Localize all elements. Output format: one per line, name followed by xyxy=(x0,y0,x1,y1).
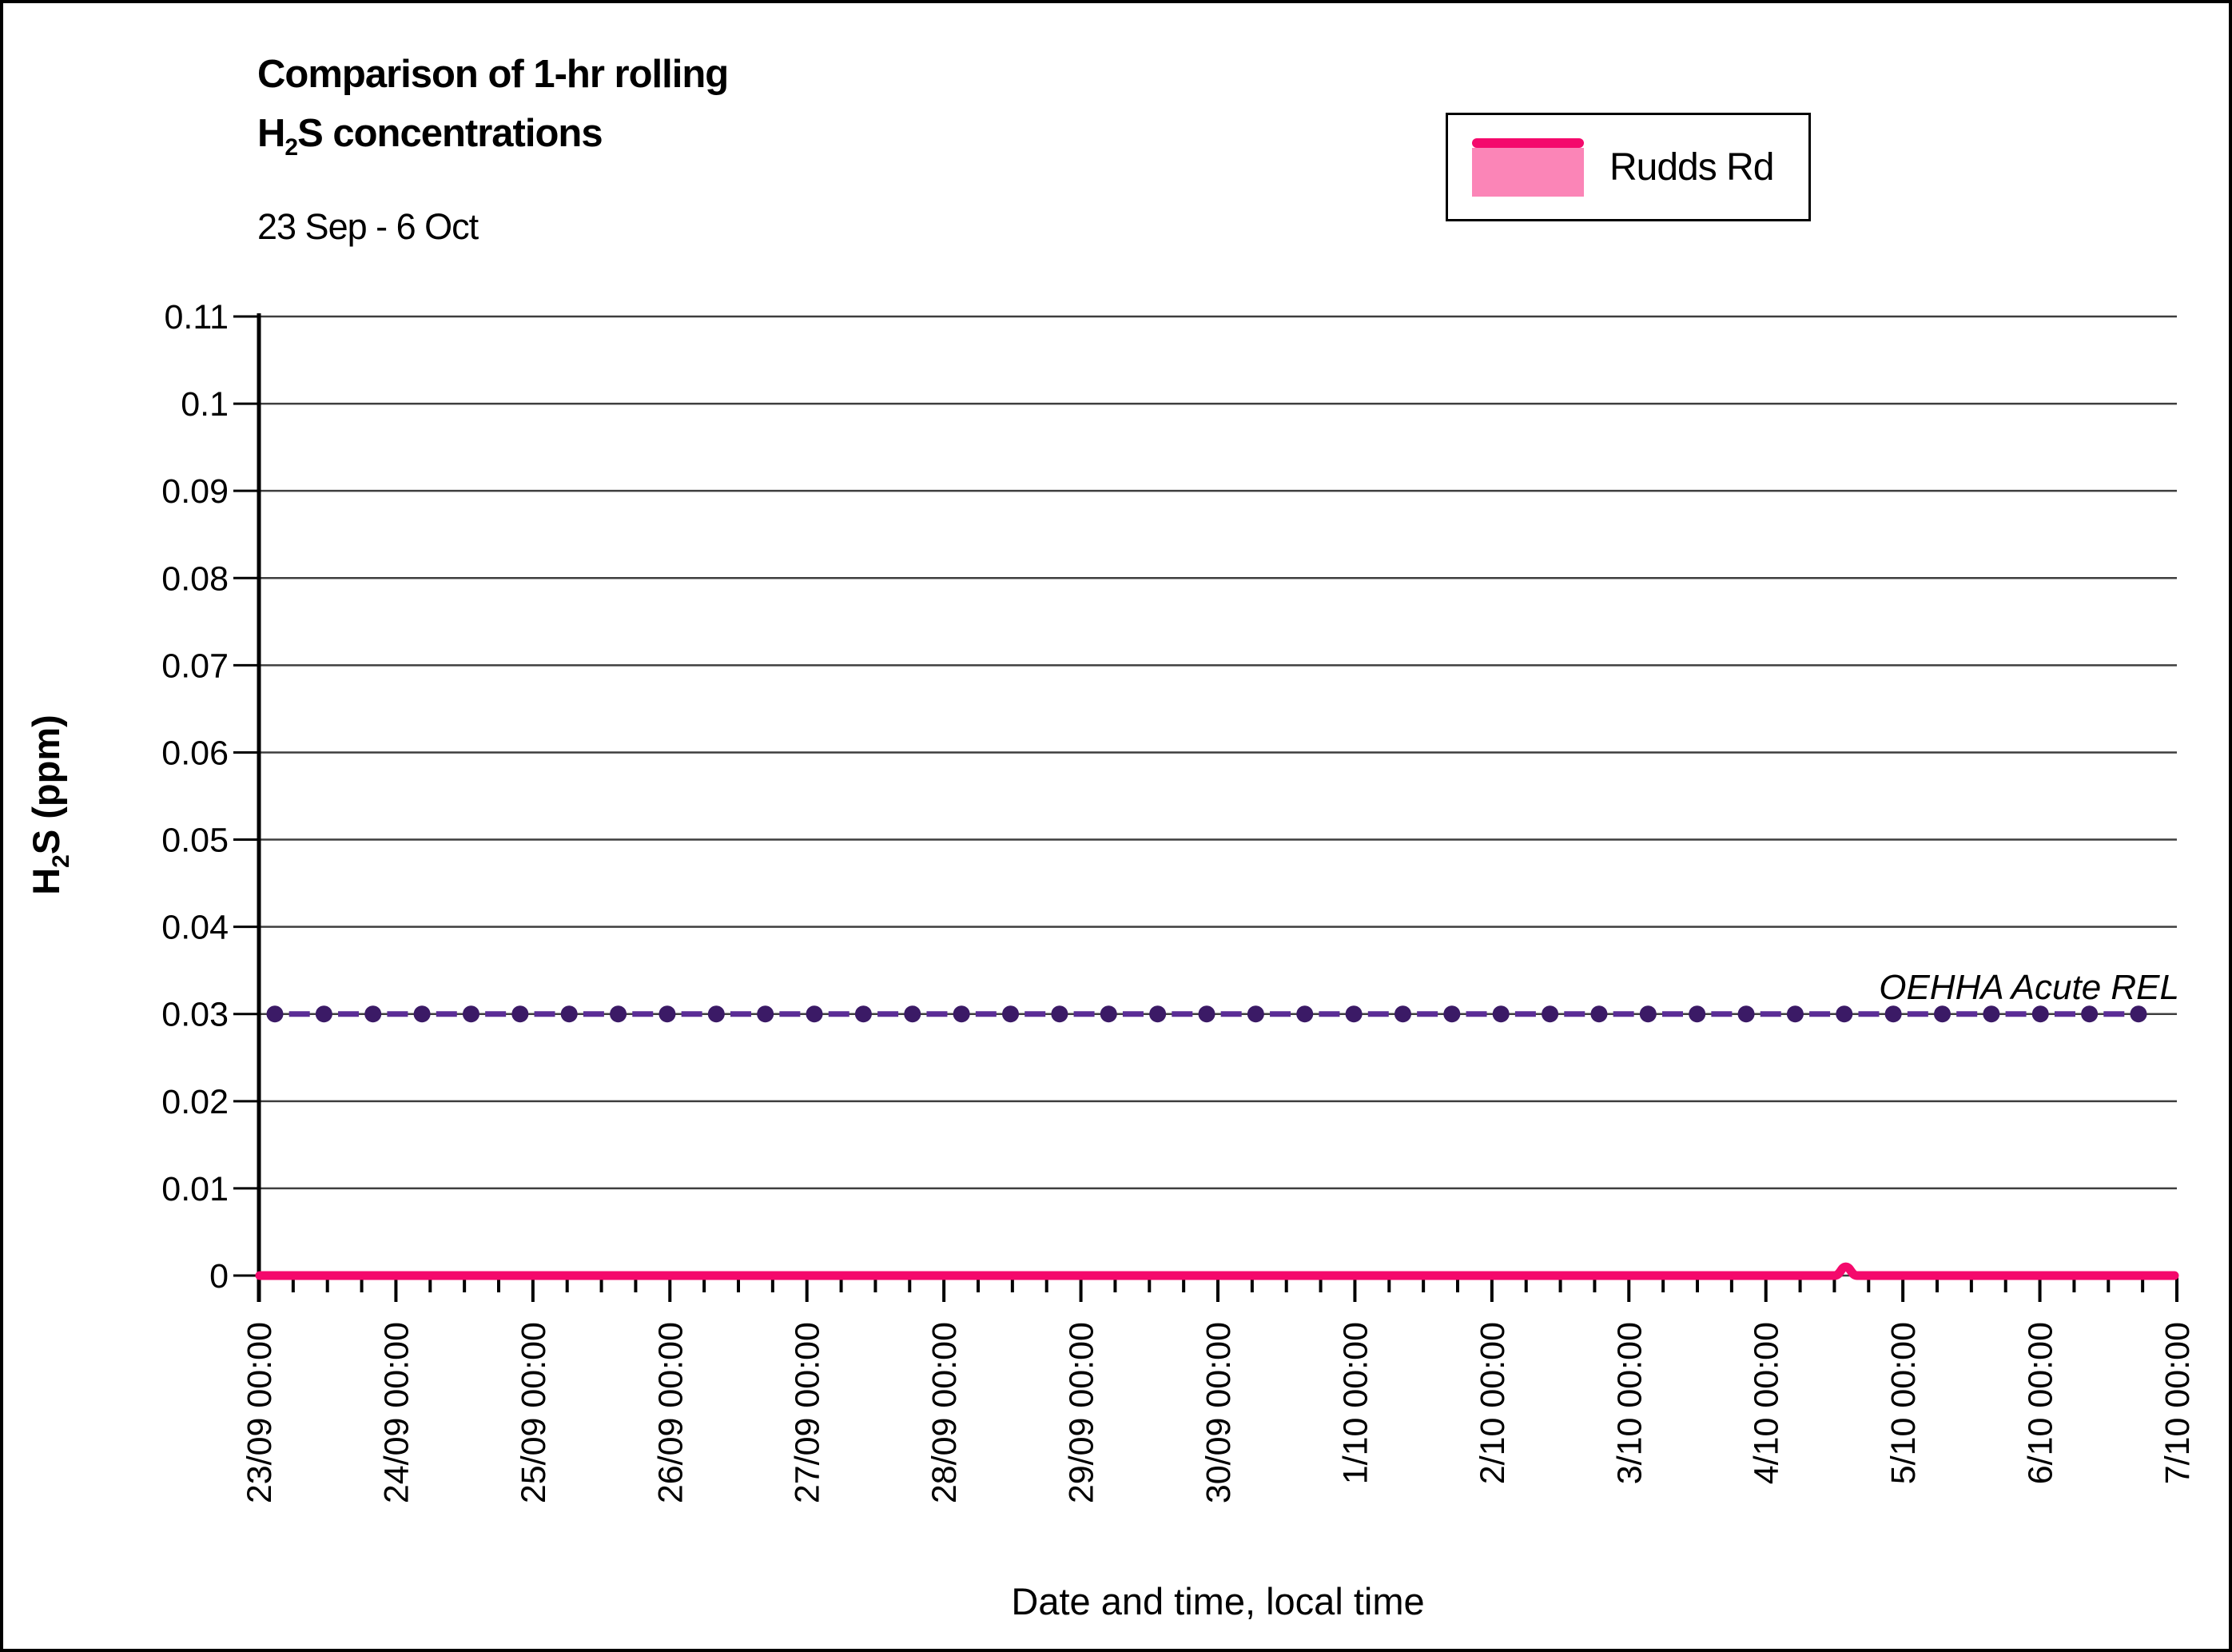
legend: Rudds Rd xyxy=(1446,113,1811,221)
y-tick-label: 0.05 xyxy=(161,822,229,860)
x-tick-label: 3/10 00:00 xyxy=(1610,1322,1649,1484)
y-tick-label: 0.04 xyxy=(161,909,229,947)
plot-area: 0 0.01 0.02 0.03 0.04 0.05 0.06 0.07 0.08 0.09 0.1… xyxy=(25,298,2197,1622)
y-axis-title: H2S (ppm) xyxy=(25,715,74,895)
chart-title-rest: S concentrations xyxy=(297,112,603,155)
legend-line-sample xyxy=(1472,137,1584,148)
x-tick-label: 23/09 00:00 xyxy=(241,1322,279,1503)
chart-title-line1: Comparison of 1-hr rolling xyxy=(257,53,729,96)
x-tick-label: 6/10 00:00 xyxy=(2022,1322,2060,1484)
horizontal-gridlines xyxy=(259,315,2177,1277)
chart-title-line2: H2S concentrations xyxy=(257,104,728,177)
oehha-acute-rel-line xyxy=(266,1005,2147,1023)
x-axis-title: Date and time, local time xyxy=(1011,1580,1424,1622)
x-tick-label: 4/10 00:00 xyxy=(1748,1322,1786,1484)
chart-title-subscript: 2 xyxy=(284,133,298,161)
oehha-acute-rel-label: OEHHA Acute REL xyxy=(1879,968,2179,1007)
y-tick-label: 0.01 xyxy=(161,1170,229,1208)
y-tick-label: 0.07 xyxy=(161,647,229,685)
chart-date-range: 23 Sep - 6 Oct xyxy=(257,205,479,247)
y-tick-label: 0.1 xyxy=(181,385,229,424)
y-tick-label: 0.11 xyxy=(165,298,229,336)
y-axis-tick-labels: 0 0.01 0.02 0.03 0.04 0.05 0.06 0.07 0.08 0.09 0.1… xyxy=(161,298,229,1296)
x-tick-label: 25/09 00:00 xyxy=(515,1322,553,1503)
x-tick-label: 27/09 00:00 xyxy=(789,1322,827,1503)
x-tick-label: 1/10 00:00 xyxy=(1336,1322,1375,1484)
legend-area-sample xyxy=(1472,147,1584,197)
x-tick-label: 29/09 00:00 xyxy=(1063,1322,1101,1503)
x-axis-tick-labels: 23/09 00:00 24/09 00:00 25/09 00:00 26/09 0… xyxy=(241,1322,2197,1503)
y-tick-label: 0.08 xyxy=(161,559,229,598)
x-tick-label: 7/10 00:00 xyxy=(2158,1322,2197,1484)
y-tick-label: 0 xyxy=(209,1257,229,1296)
x-tick-label: 2/10 00:00 xyxy=(1474,1322,1512,1484)
y-tick-label: 0.06 xyxy=(161,734,229,772)
x-tick-label: 26/09 00:00 xyxy=(651,1322,690,1503)
x-tick-label: 24/09 00:00 xyxy=(377,1322,416,1503)
y-tick-label: 0.02 xyxy=(161,1083,229,1121)
chart-title-h: H xyxy=(257,112,285,155)
rudds-rd-series-line xyxy=(255,1262,2179,1280)
legend-swatch xyxy=(1472,137,1584,197)
y-tick-label: 0.09 xyxy=(161,472,229,511)
chart-title-block: Comparison of 1-hr rolling H2S concentra… xyxy=(257,45,729,248)
x-tick-label: 5/10 00:00 xyxy=(1884,1322,1923,1484)
y-axis-ticks xyxy=(233,315,259,1277)
x-tick-label: 28/09 00:00 xyxy=(925,1322,964,1503)
legend-label-rudds-rd: Rudds Rd xyxy=(1609,145,1774,189)
x-tick-label: 30/09 00:00 xyxy=(1200,1322,1238,1503)
y-tick-label: 0.03 xyxy=(161,996,229,1034)
